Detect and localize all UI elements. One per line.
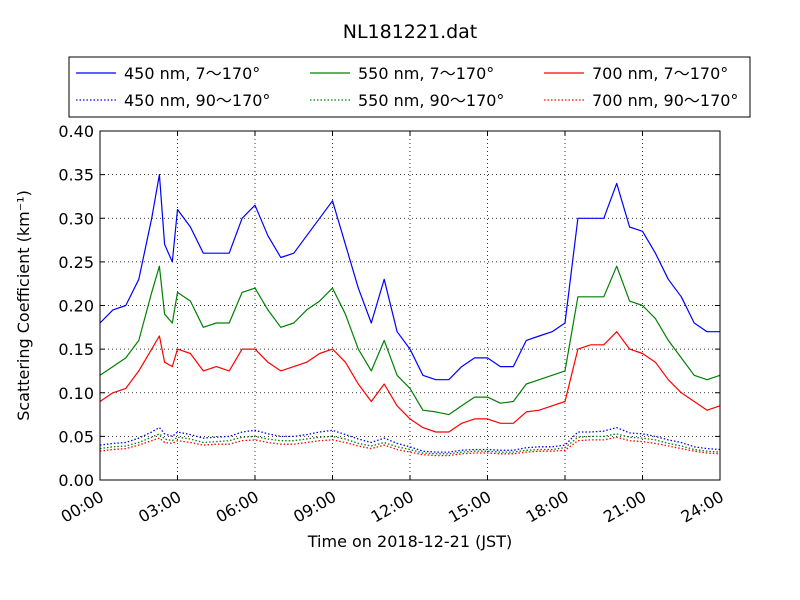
y-tick-label: 0.35	[58, 166, 94, 185]
series-line-1	[99, 265, 721, 416]
chart-title: NL181221.dat	[343, 21, 478, 43]
x-tick-label: 09:00	[290, 487, 339, 527]
series-line-4	[99, 433, 721, 455]
x-tick-label: 15:00	[445, 487, 494, 527]
y-axis-label: Scattering Coefficient (km⁻¹)	[14, 190, 33, 421]
x-tick-label: 03:00	[135, 487, 184, 527]
x-tick-label: 06:00	[213, 487, 262, 527]
legend: 450 nm, 7～170° 550 nm, 7～170° 700 nm, 7～17…	[68, 56, 751, 118]
x-tick-label: 18:00	[523, 487, 572, 527]
legend-label-2: 700 nm, 7～170°	[592, 64, 728, 83]
legend-box	[68, 56, 751, 118]
legend-label-1: 550 nm, 7～170°	[358, 64, 494, 83]
series-line-3	[99, 426, 721, 453]
series-line-5	[99, 436, 721, 457]
x-tick-label: 24:00	[678, 487, 727, 527]
legend-label-3: 450 nm, 90～170°	[124, 91, 270, 110]
x-tick-label: 12:00	[368, 487, 417, 527]
y-tick-label: 0.10	[58, 384, 94, 403]
series-lines	[99, 174, 721, 457]
grid	[100, 131, 720, 480]
x-tick-label: 21:00	[600, 487, 649, 527]
y-tick-label: 0.15	[58, 340, 94, 359]
series-line-2	[99, 331, 721, 433]
y-tick-label: 0.05	[58, 427, 94, 446]
legend-label-0: 450 nm, 7～170°	[124, 64, 260, 83]
series-line-0	[99, 174, 720, 381]
legend-label-5: 700 nm, 90～170°	[592, 91, 738, 110]
y-tick-label: 0.40	[58, 122, 94, 141]
x-axis-label: Time on 2018-12-21 (JST)	[307, 532, 512, 551]
y-tick-label: 0.20	[58, 297, 94, 316]
y-tick-label: 0.00	[58, 471, 94, 490]
legend-label-4: 550 nm, 90～170°	[358, 91, 504, 110]
x-tick-label: 00:00	[58, 487, 107, 527]
y-tick-label: 0.30	[58, 209, 94, 228]
y-tick-label: 0.25	[58, 253, 94, 272]
